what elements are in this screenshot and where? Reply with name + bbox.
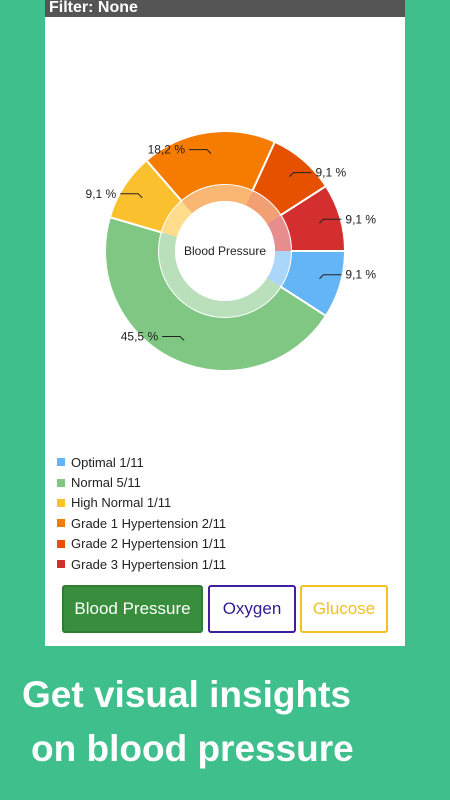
legend-item: Grade 2 Hypertension 1/11 (57, 534, 397, 554)
promo-line-2: on blood pressure (31, 728, 354, 769)
legend-swatch (57, 519, 65, 528)
legend-label: High Normal 1/11 (71, 495, 172, 511)
oxygen-button-label: Oxygen (222, 599, 282, 618)
slice-leader-line-1 (162, 336, 185, 341)
donut-center-title: Blood Pressure (184, 244, 266, 258)
donut-inner-slice-3 (181, 185, 253, 214)
legend-swatch (57, 539, 65, 548)
blood-pressure-button[interactable]: Blood Pressure (62, 585, 203, 633)
donut-inner-slice-2 (161, 201, 193, 237)
donut-hole (175, 201, 275, 301)
slice-leader-line-4 (289, 172, 312, 177)
promo-line-1: Get visual insights (22, 674, 351, 715)
blood-pressure-button-label: Blood Pressure (74, 599, 191, 618)
filter-bar[interactable]: Filter: None (45, 0, 405, 17)
app-screen: Filter: None 9,1 % 45,5 % 9,1 % 18,2 % 9,1 %… (45, 0, 405, 646)
slice-label-3: 18,2 % (148, 143, 186, 157)
legend-label: Grade 1 Hypertension 2/11 (71, 515, 227, 531)
legend-item: Normal 5/11 (57, 472, 397, 492)
blood-pressure-donut-chart: 9,1 % 45,5 % 9,1 % 18,2 % 9,1 % 9,1 % Blood Pr… (86, 130, 376, 372)
slice-label-5: 9,1 % (345, 212, 376, 226)
chart-legend: Optimal 1/11 Normal 5/11 High Normal 1/11 G… (57, 452, 397, 574)
legend-item: Grade 1 Hypertension 2/11 (57, 513, 397, 533)
legend-item: Grade 3 Hypertension 1/11 (57, 554, 397, 574)
slice-leader-line-5 (319, 218, 342, 224)
slice-leader-line-2 (120, 193, 143, 199)
slice-label-2: 9,1 % (86, 187, 117, 201)
legend-label: Optimal 1/11 (71, 454, 144, 470)
donut-inner-slice-5 (267, 215, 291, 251)
slice-label-4: 9,1 % (315, 166, 346, 180)
filter-label: Filter: None (49, 0, 138, 16)
donut-inner-slice-1 (159, 232, 281, 318)
legend-item: Optimal 1/11 (57, 452, 397, 472)
legend-swatch (57, 498, 65, 507)
slice-label-1: 45,5 % (121, 330, 159, 344)
slice-label-0: 9,1 % (345, 268, 376, 282)
legend-swatch (57, 560, 65, 569)
donut-slice-1[interactable] (104, 215, 328, 372)
legend-swatch (57, 478, 65, 487)
glucose-button[interactable]: Glucose (300, 585, 388, 633)
promo-caption: Get visual insights on blood pressure (0, 668, 450, 776)
donut-inner-slice-4 (245, 190, 281, 224)
legend-swatch (57, 458, 65, 467)
slice-leader-line-0 (319, 274, 342, 280)
donut-inner-slice-0 (267, 251, 291, 287)
legend-label: Grade 3 Hypertension 1/11 (71, 556, 227, 572)
legend-label: Normal 5/11 (71, 475, 141, 491)
glucose-button-label: Glucose (312, 599, 376, 618)
legend-item: High Normal 1/11 (57, 493, 397, 513)
slice-leader-line-3 (188, 149, 212, 154)
oxygen-button[interactable]: Oxygen (208, 585, 296, 633)
legend-label: Grade 2 Hypertension 1/11 (71, 536, 227, 552)
